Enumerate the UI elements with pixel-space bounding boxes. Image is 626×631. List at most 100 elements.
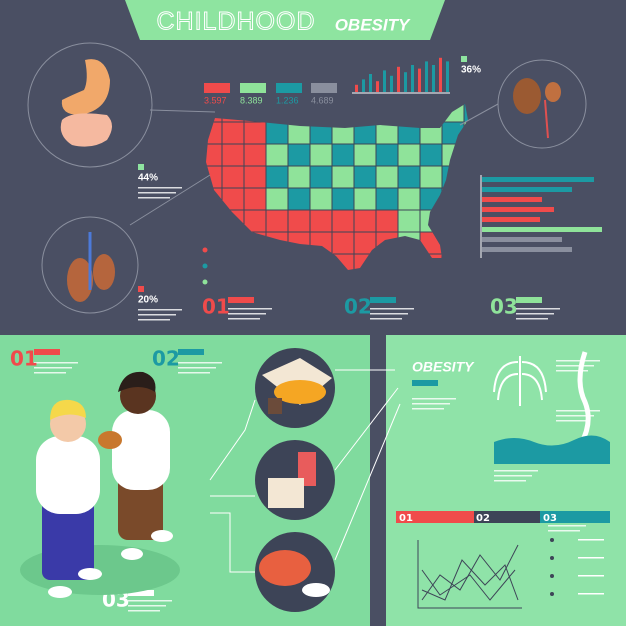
progress-segment: [540, 511, 610, 523]
hair: [50, 399, 86, 420]
text-line: [138, 192, 176, 194]
shoe: [121, 548, 143, 560]
state: [287, 165, 311, 189]
shoe: [48, 586, 72, 598]
title-banner: [125, 0, 445, 40]
text-line: [138, 197, 170, 199]
legend-swatch: [276, 83, 302, 93]
text-line: [556, 370, 588, 372]
text-line: [556, 420, 588, 422]
drink: [298, 452, 316, 486]
dot: [550, 574, 554, 578]
spine: [577, 351, 591, 446]
h-bar: [482, 217, 540, 222]
state: [419, 143, 443, 167]
state: [265, 209, 289, 233]
axes: [417, 540, 522, 609]
state: [221, 143, 245, 167]
h-bar: [482, 187, 572, 192]
step-number: 02: [344, 295, 372, 319]
mini-bar: [355, 84, 358, 92]
marker: [138, 164, 144, 170]
text-line: [138, 187, 182, 189]
horizontal-bar-chart: [480, 175, 602, 258]
dot: [202, 247, 208, 253]
state: [287, 209, 311, 233]
legend-swatch: [240, 83, 266, 93]
connectors: [209, 369, 401, 573]
text-line: [34, 372, 66, 374]
state: [243, 165, 267, 189]
children-illustration: [20, 371, 180, 598]
text-line: [516, 313, 554, 315]
dot: [202, 279, 208, 285]
progress-step: 02: [476, 513, 490, 524]
state: [265, 121, 289, 145]
step-number: 02: [152, 347, 180, 371]
text-line: [138, 309, 182, 311]
panel-title: OBESITY: [412, 359, 475, 375]
state: [397, 165, 421, 189]
marker: [461, 56, 467, 62]
stomach-icon: [61, 59, 110, 115]
state: [331, 209, 355, 233]
h-bar: [482, 207, 554, 212]
h-bar: [482, 177, 594, 182]
state: [397, 209, 421, 233]
shirt: [36, 436, 100, 514]
text-line: [548, 525, 586, 527]
title-bold: OBESITY: [335, 15, 411, 34]
hair: [118, 371, 156, 392]
progress-segment: [396, 511, 474, 523]
text-line: [370, 308, 414, 310]
state: [331, 187, 355, 211]
h-bar: [482, 197, 542, 202]
plate: [302, 583, 330, 597]
connector: [149, 109, 216, 113]
text-line: [228, 313, 266, 315]
vessel: [544, 99, 549, 139]
text-line: [516, 318, 548, 320]
dot: [550, 556, 554, 560]
mini-bar: [362, 79, 365, 92]
legend-swatch: [311, 83, 337, 93]
text-line: [138, 314, 176, 316]
text-line: [412, 398, 456, 400]
progress-step: 03: [543, 513, 557, 524]
ribcage: [493, 356, 547, 406]
state: [331, 231, 355, 255]
coffee: [268, 398, 282, 414]
connector: [334, 403, 401, 561]
state: [309, 165, 333, 189]
legend-value: 1.236: [276, 95, 299, 105]
step-number: 01: [202, 295, 230, 319]
state: [463, 104, 468, 123]
connector: [459, 103, 499, 126]
state: [397, 187, 421, 211]
step-number: 01: [10, 347, 38, 371]
text-line: [370, 318, 402, 320]
text-line: [178, 372, 210, 374]
state: [419, 165, 443, 189]
map-legend: 3.597 8.389 1.236 4.689: [204, 83, 337, 105]
text-line: [178, 362, 222, 364]
mini-bar: [404, 72, 407, 92]
state: [287, 187, 311, 211]
wave-chart: [494, 435, 610, 464]
state: [265, 143, 289, 167]
state: [243, 143, 267, 167]
mini-bar-chart: [352, 57, 450, 94]
text-line: [494, 475, 532, 477]
legend-value: 3.597: [204, 95, 227, 105]
kidney-icon: [545, 82, 561, 102]
connector: [334, 387, 399, 471]
state: [243, 187, 267, 211]
dots: [550, 538, 604, 596]
lung-circle: [41, 216, 139, 314]
mini-bar: [439, 57, 442, 92]
mini-bar: [432, 65, 435, 92]
shoe: [78, 568, 102, 580]
ribs: [493, 361, 547, 401]
state: [375, 187, 399, 211]
